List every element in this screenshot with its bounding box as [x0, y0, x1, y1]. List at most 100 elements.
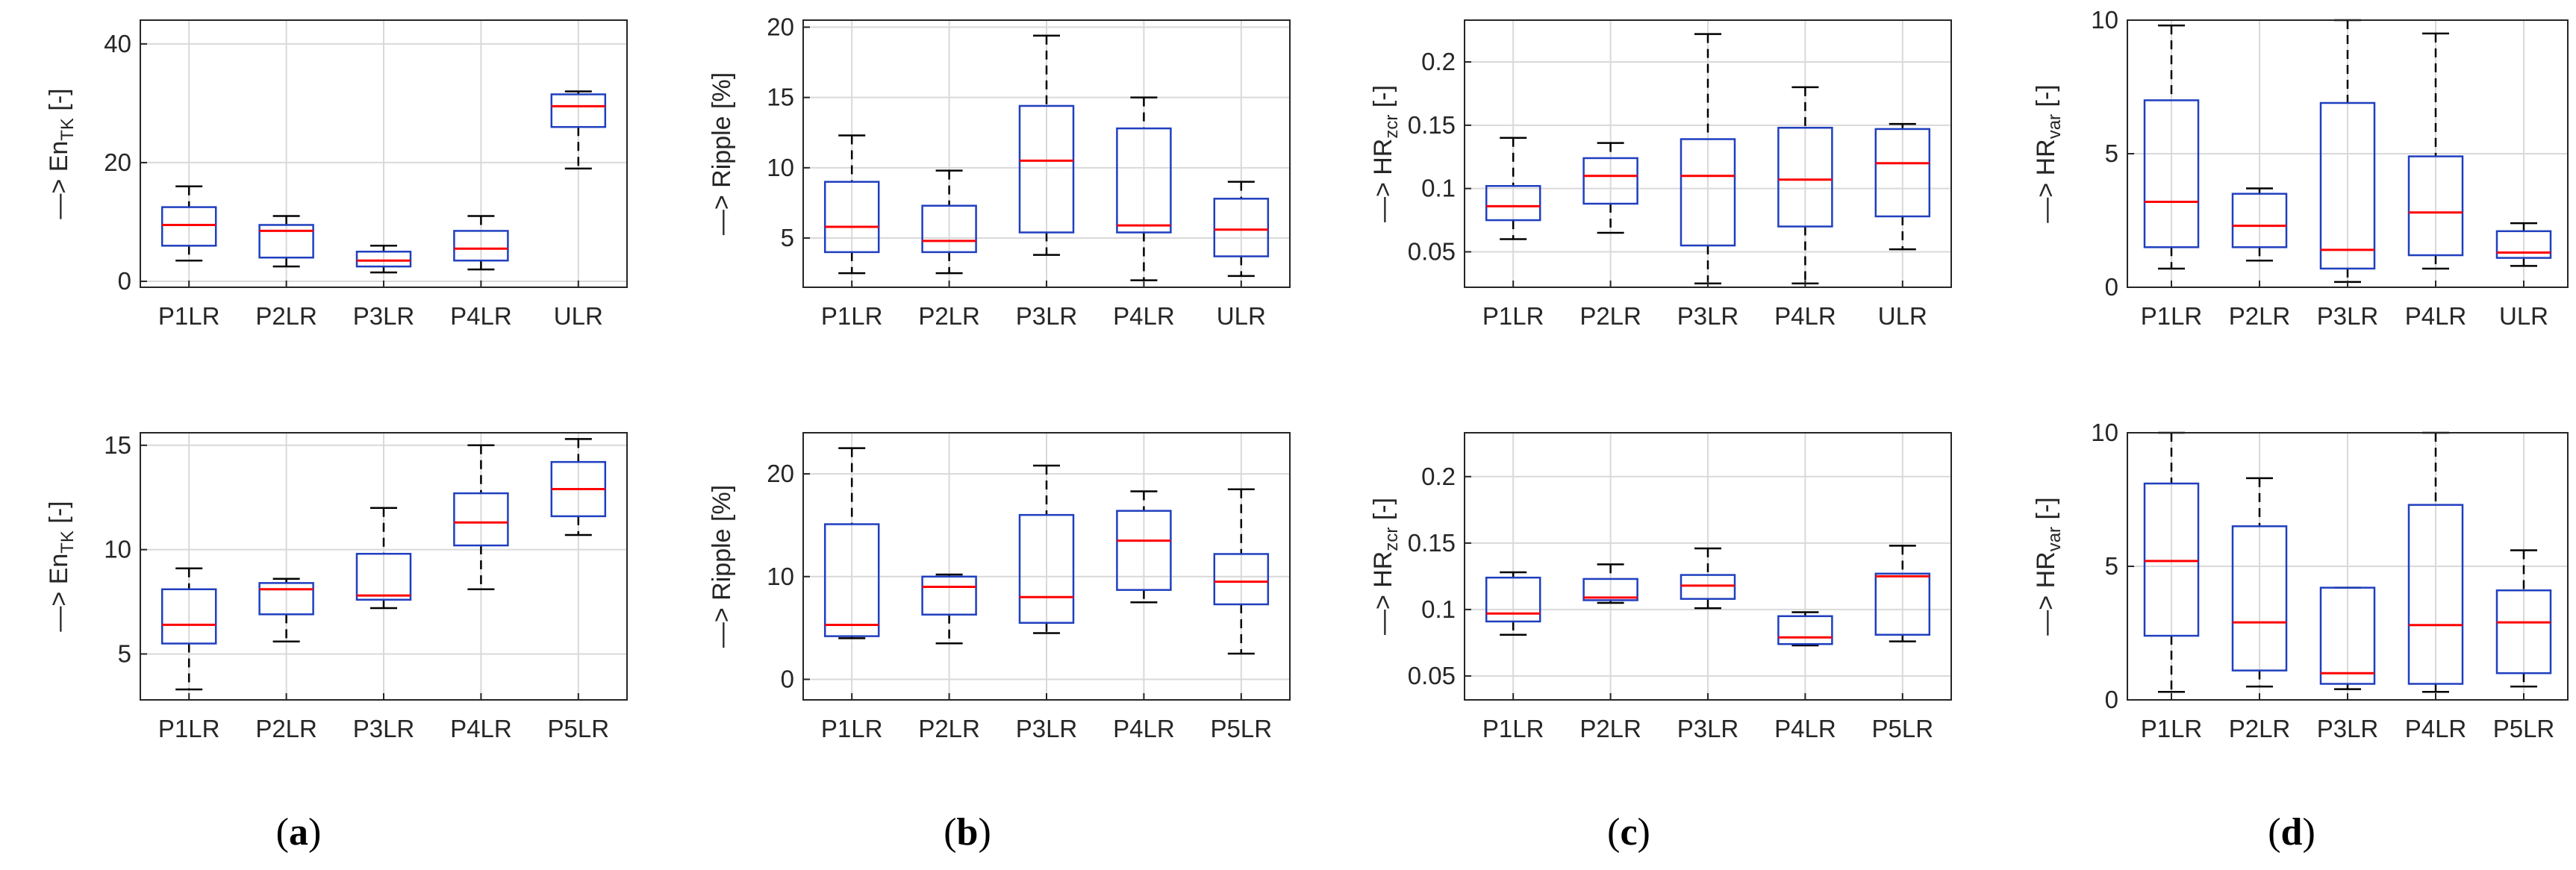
x-tick-label: P3LR: [353, 715, 415, 742]
box-P4LR: [1777, 86, 1833, 285]
x-tick-label: P3LR: [2317, 302, 2379, 330]
box-P3LR: [355, 245, 412, 274]
box-P2LR: [921, 573, 977, 645]
x-tick-label: P3LR: [1677, 715, 1739, 742]
box-P1LR: [823, 447, 880, 639]
x-tick-label: P4LR: [1774, 715, 1836, 742]
chart-panel-8: 0 5 10 P1LR P2LR P3LR P4LR P5LR —> HRvar [-]: [2032, 419, 2569, 742]
y-tick-label: 10: [767, 563, 794, 590]
iqr-box: [1874, 128, 1931, 218]
y-tick-label: 0: [2105, 273, 2118, 301]
iqr-box: [2495, 230, 2552, 259]
y-tick-label: 10: [2091, 419, 2118, 446]
y-tick-label: 5: [2105, 552, 2118, 580]
iqr-box: [355, 552, 412, 601]
chart-panel-5: 5 10 15 P1LR P2LR P3LR P4LR P5LR —> EnTK [-]: [45, 431, 628, 742]
iqr-box: [258, 582, 314, 616]
x-tick-label: P2LR: [918, 302, 980, 330]
iqr-box: [1213, 198, 1270, 257]
y-tick-label: 0.15: [1408, 529, 1456, 557]
x-tick-label: P3LR: [1677, 302, 1739, 330]
box-P3LR: [1018, 464, 1075, 634]
iqr-box: [1582, 578, 1638, 601]
chart-panel-2: 5 10 15 20 P1LR P2LR P3LR P4LR ULR —> Ripple [%]: [708, 13, 1291, 330]
box-P2LR: [1582, 563, 1638, 604]
iqr-box: [1018, 513, 1075, 624]
iqr-box: [453, 492, 509, 547]
iqr-box: [160, 588, 217, 645]
x-tick-label: P2LR: [1579, 302, 1641, 330]
x-tick-label: P1LR: [158, 715, 220, 742]
iqr-box: [2319, 101, 2376, 270]
x-tick-label: ULR: [1878, 302, 1927, 330]
y-tick-label: 5: [2105, 140, 2118, 167]
x-tick-label: P4LR: [1113, 302, 1175, 330]
iqr-box: [550, 93, 607, 128]
chart-panel-4: 0 5 10 P1LR P2LR P3LR P4LR ULR —> HRvar [-]: [2032, 6, 2569, 330]
iqr-box: [1485, 576, 1541, 623]
x-tick-label: ULR: [1217, 302, 1266, 330]
chart-panel-6: 0 10 20 P1LR P2LR P3LR P4LR P5LR —> Ripple [%]: [708, 432, 1291, 742]
box-ULR: [1213, 181, 1270, 278]
y-axis-label: —> HRzcr [-]: [1369, 85, 1402, 222]
y-tick-label: 5: [781, 224, 794, 251]
iqr-box: [355, 251, 412, 268]
x-tick-label: P2LR: [255, 715, 317, 742]
iqr-box: [1680, 138, 1736, 247]
panels: 0 20 40 P1LR P2LR P3LR P4LR ULR —> EnTK [-] 5 10 15…: [45, 6, 2569, 742]
x-tick-label: P5LR: [548, 715, 610, 742]
box-ULR: [2495, 222, 2552, 267]
y-axis-label: —> HRvar [-]: [2032, 497, 2065, 635]
iqr-box: [823, 181, 880, 254]
iqr-box: [2143, 482, 2200, 637]
y-tick-label: 0.1: [1421, 175, 1456, 202]
y-axis-label: —> HRzcr [-]: [1369, 498, 1402, 635]
x-tick-label: P3LR: [1016, 302, 1078, 330]
y-tick-label: 0: [118, 267, 131, 295]
box-P2LR: [258, 578, 314, 642]
box-P1LR: [823, 134, 880, 275]
box-P5LR: [2495, 549, 2552, 688]
box-P3LR: [2319, 586, 2376, 690]
box-P5LR: [1874, 545, 1931, 642]
iqr-box: [1213, 553, 1270, 606]
iqr-box: [921, 204, 977, 254]
y-tick-label: 10: [767, 154, 794, 181]
iqr-box: [2495, 589, 2552, 675]
y-tick-label: 10: [2091, 6, 2118, 34]
iqr-box: [2143, 99, 2200, 248]
box-P4LR: [453, 444, 509, 591]
iqr-box: [2407, 504, 2464, 685]
iqr-box: [1777, 126, 1833, 228]
y-tick-label: 5: [118, 639, 131, 667]
iqr-box: [1680, 574, 1736, 600]
iqr-box: [2319, 586, 2376, 685]
x-tick-label: P4LR: [1113, 715, 1175, 742]
iqr-box: [2407, 155, 2464, 257]
box-P4LR: [453, 215, 509, 271]
iqr-box: [1582, 157, 1638, 205]
iqr-box: [1018, 104, 1075, 234]
x-tick-label: P5LR: [1872, 715, 1934, 742]
x-tick-label: P1LR: [821, 302, 883, 330]
box-ULR: [1874, 122, 1931, 251]
y-tick-label: 0.1: [1421, 595, 1456, 623]
y-tick-label: 0.15: [1408, 111, 1456, 139]
x-tick-label: P1LR: [1482, 715, 1544, 742]
box-P2LR: [2231, 477, 2288, 688]
x-tick-label: P1LR: [2141, 302, 2203, 330]
x-tick-label: P1LR: [158, 302, 220, 330]
iqr-box: [160, 206, 217, 247]
panel-label-d: (d): [2268, 811, 2315, 854]
y-tick-label: 40: [104, 30, 131, 57]
x-tick-label: P1LR: [821, 715, 883, 742]
x-tick-label: P3LR: [1016, 715, 1078, 742]
iqr-box: [258, 224, 314, 259]
x-tick-label: ULR: [554, 302, 603, 330]
y-axis-label: —> Ripple [%]: [708, 72, 736, 235]
x-tick-label: P2LR: [255, 302, 317, 330]
y-tick-label: 0.2: [1421, 48, 1456, 75]
iqr-box: [1777, 615, 1833, 645]
box-P3LR: [1680, 547, 1736, 610]
